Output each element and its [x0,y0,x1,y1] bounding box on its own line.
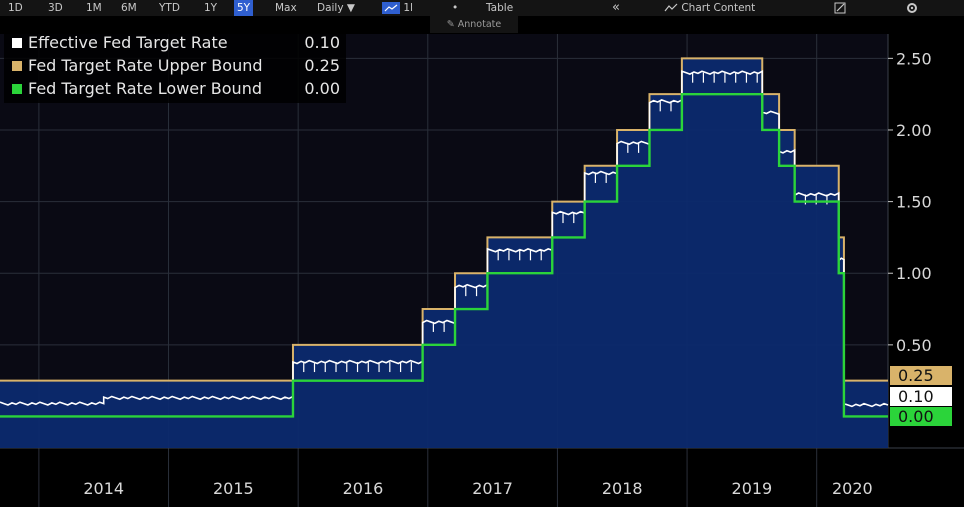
range-1y-button[interactable]: 1Y [204,2,218,14]
frequency-dropdown[interactable]: Daily ▼ [317,0,355,16]
legend-label: Fed Target Rate Upper Bound [28,56,263,75]
area-fill [0,58,888,449]
x-tick-label: 2018 [602,479,643,498]
x-tick-label: 2020 [832,479,873,498]
legend-label: Fed Target Rate Lower Bound [28,79,262,98]
legend-value: 0.00 [304,79,340,98]
legend-value: 0.10 [304,33,340,52]
last-value-label: 0.10 [898,387,934,406]
annotate-label: Annotate [457,19,502,30]
last-value-tag [890,366,952,385]
pencil-icon: ✎ [446,19,455,30]
chart-type-suffix: 1l [403,2,413,14]
edit-button[interactable] [834,0,846,16]
lower-bound-line [0,92,888,418]
chevron-down-icon: ▼ [346,2,355,14]
y-tick-label: 2.50 [896,49,932,68]
x-tick-label: 2016 [343,479,384,498]
last-value-label: 0.00 [898,407,934,426]
chart-content-label: Chart Content [681,2,756,14]
legend-value: 0.25 [304,56,340,75]
annotate-button[interactable]: ✎ Annotate [430,16,518,33]
legend-box [4,33,346,103]
settings-button[interactable] [906,0,918,16]
toolbar-dot: • [452,2,459,14]
x-tick-label: 2015 [213,479,254,498]
effective-rate-line [0,69,889,408]
collapse-icon[interactable]: « [612,0,620,15]
y-tick-label: 0.50 [896,336,932,355]
x-tick-label: 2017 [472,479,513,498]
chart-type-button[interactable]: 1l [382,0,413,16]
range-max-button[interactable]: Max [275,2,297,14]
legend-swatch [12,38,22,48]
range-1m-button[interactable]: 1M [86,2,102,14]
chart-content-button[interactable]: Chart Content [664,0,755,16]
range-5y-button[interactable]: 5Y [234,0,254,16]
legend-swatch [12,61,22,71]
upper-bound-line [0,57,888,382]
x-tick-label: 2019 [732,479,773,498]
last-value-tag [890,407,952,426]
table-button[interactable]: Table [486,2,514,14]
range-ytd-button[interactable]: YTD [159,2,180,14]
line-chart-icon [382,2,400,14]
edit-icon [834,2,846,14]
y-tick-label: 1.00 [896,264,932,283]
x-axis-panel [0,448,964,507]
legend-label: Effective Fed Target Rate [28,33,228,52]
last-value-tag [890,387,952,406]
chart-content-icon [664,3,678,12]
frequency-label: Daily [317,2,344,14]
chart-toolbar: 1D 3D 1M 6M YTD 1Y 5Y Max Daily ▼ 1l • T… [0,0,964,16]
last-value-label: 0.25 [898,366,934,385]
range-6m-button[interactable]: 6M [121,2,137,14]
y-tick-label: 2.00 [896,121,932,140]
x-tick-label: 2014 [83,479,124,498]
legend-swatch [12,84,22,94]
range-3d-button[interactable]: 3D [48,2,63,14]
y-tick-label: 1.50 [896,193,932,212]
gear-icon [907,3,917,13]
range-1d-button[interactable]: 1D [8,2,23,14]
